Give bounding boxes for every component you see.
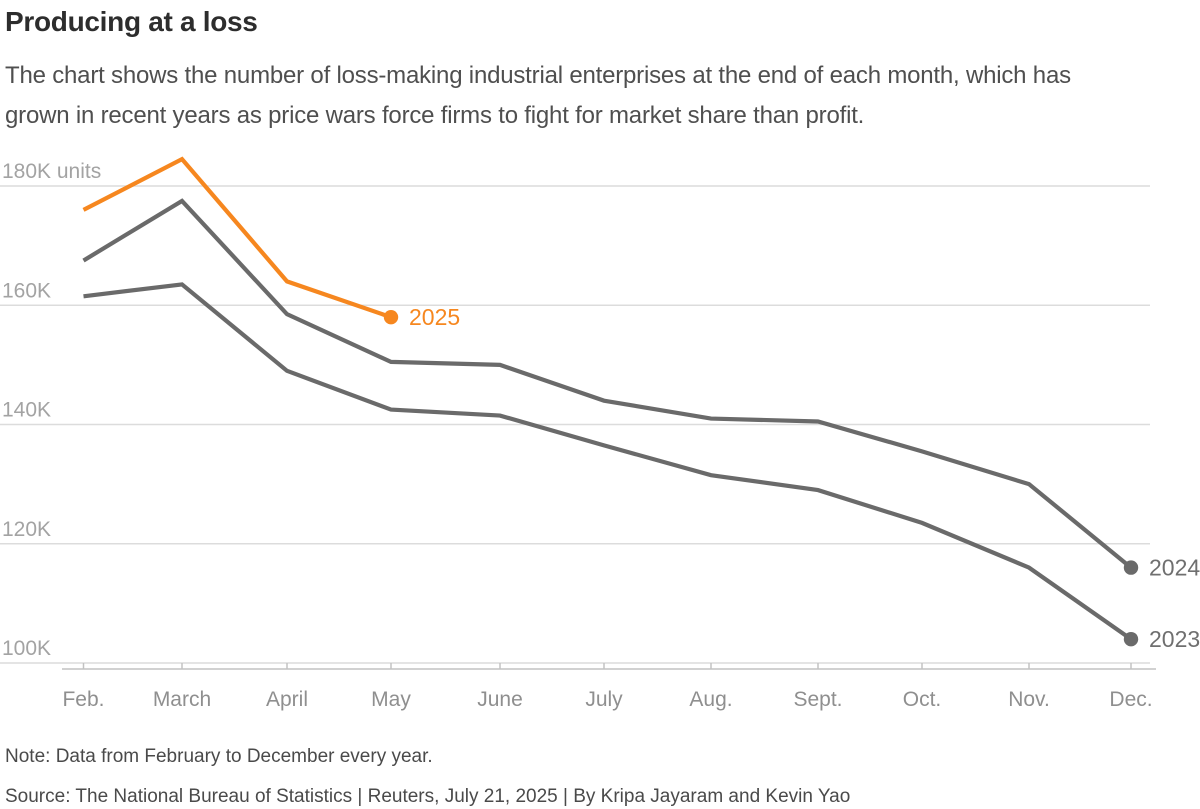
series-label-2025: 2025	[409, 304, 460, 330]
x-axis-label: Oct.	[903, 688, 942, 711]
x-axis-label: July	[585, 688, 623, 711]
y-axis-label-120k: 120K	[2, 518, 51, 541]
x-axis-label: Aug.	[689, 688, 732, 711]
series-end-dot-2023	[1123, 631, 1139, 647]
series-end-dot-2024	[1123, 560, 1139, 575]
page-title: Producing at a loss	[5, 6, 258, 37]
y-axis-label-180k: 180K units	[2, 160, 101, 183]
x-axis-label: Nov.	[1008, 688, 1050, 711]
series-label-2023: 2023	[1149, 626, 1200, 652]
chart-source: Source: The National Bureau of Statistic…	[5, 786, 851, 807]
x-axis-label: Feb.	[62, 688, 104, 711]
x-axis-label: Sept.	[793, 688, 842, 711]
x-axis-label: Dec.	[1109, 688, 1152, 711]
chart-note: Note: Data from February to December eve…	[5, 746, 433, 767]
x-axis-label: June	[477, 688, 523, 711]
x-axis-label: May	[371, 688, 411, 711]
series-end-dot-2025	[383, 309, 399, 325]
series-label-2024: 2024	[1149, 555, 1200, 581]
y-axis-label-160k: 160K	[2, 279, 51, 302]
series-line-2023	[83, 282, 1133, 641]
chart-subtitle: The chart shows the number of loss-makin…	[5, 62, 1071, 129]
x-axis-label: March	[153, 688, 211, 711]
series-line-2025	[82, 156, 392, 320]
line-chart: 180K units 160K 140K 120K 100K Feb. March April…	[0, 156, 1200, 711]
y-axis-label-140k: 140K	[2, 399, 51, 422]
y-axis-label-100k: 100K	[2, 637, 51, 660]
series-line-2024	[82, 198, 1133, 570]
x-axis-label: April	[266, 688, 308, 711]
